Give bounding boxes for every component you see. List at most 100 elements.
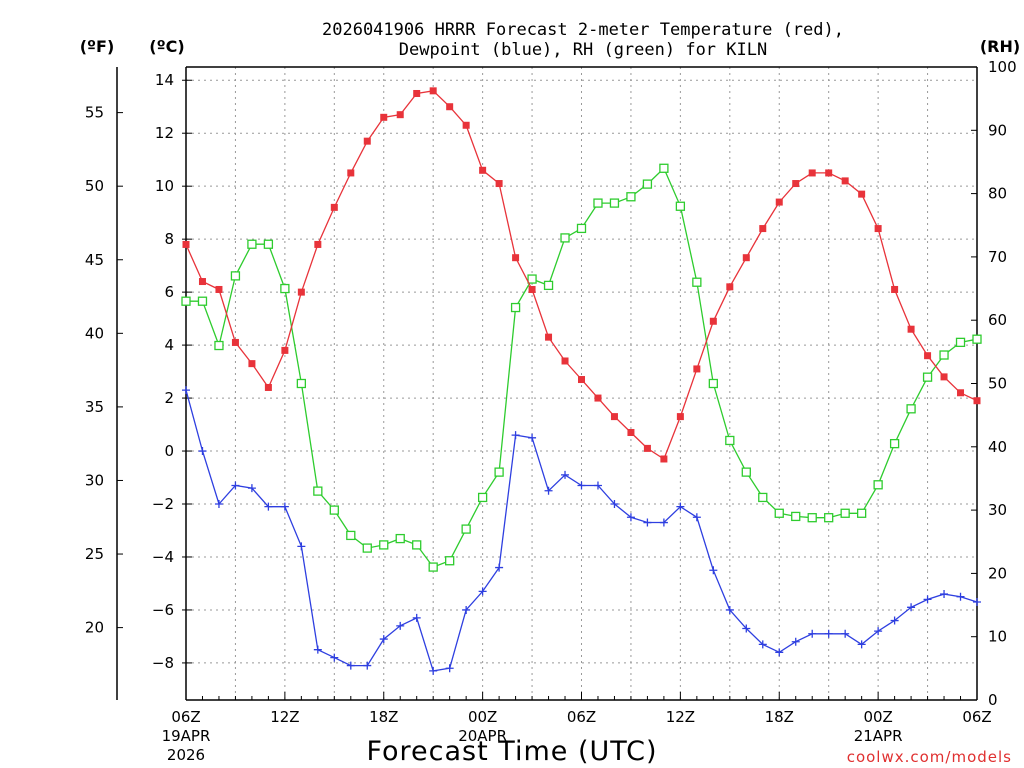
- rh-point: [445, 556, 455, 566]
- dewpoint-point: [775, 648, 784, 657]
- temperature-point: [858, 190, 866, 198]
- rh-series: [181, 163, 982, 572]
- dewpoint-point: [495, 563, 504, 572]
- temperature-point: [775, 198, 783, 206]
- fahrenheit-tick-label: 30: [85, 471, 104, 489]
- dewpoint-point: [824, 629, 833, 638]
- axes: [116, 66, 978, 701]
- dewpoint-series: [182, 386, 981, 675]
- rh-point: [692, 277, 702, 287]
- rh-point: [576, 223, 587, 234]
- dewpoint-point: [379, 635, 388, 644]
- rh-point: [346, 530, 356, 541]
- dewpoint-point: [330, 653, 339, 662]
- fahrenheit-tick-label: 20: [85, 619, 104, 637]
- dewpoint-point: [973, 598, 981, 607]
- rh-point: [840, 508, 850, 518]
- time-tick-label: 00Z: [468, 708, 497, 726]
- dewpoint-point: [725, 605, 734, 614]
- chart-title-line2: Dewpoint (blue), RH (green) for KILN: [399, 40, 767, 60]
- dewpoint-point: [214, 500, 223, 509]
- rh-point: [708, 378, 718, 389]
- temperature-point: [660, 455, 668, 463]
- rh-point: [362, 543, 372, 553]
- celsius-tick-label: −2: [152, 495, 174, 513]
- temperature-point: [314, 240, 322, 248]
- celsius-tick-label: −8: [152, 654, 174, 672]
- dewpoint-point: [182, 386, 190, 395]
- rh-point: [824, 513, 834, 523]
- celsius-tick-label: −4: [152, 548, 174, 566]
- rh-point: [461, 524, 471, 534]
- x-axis-title: Forecast Time (UTC): [366, 736, 657, 767]
- dewpoint-point: [363, 661, 372, 670]
- temperature-point: [940, 373, 948, 381]
- rh-point: [939, 350, 949, 360]
- dewpoint-point: [264, 502, 273, 511]
- rh-point: [560, 233, 570, 243]
- temperature-point: [643, 444, 651, 452]
- temperature-point: [957, 389, 965, 397]
- date-label: 21APR: [854, 727, 903, 745]
- rh-point: [395, 533, 405, 544]
- celsius-tick-label: 4: [164, 336, 174, 354]
- temperature-point: [759, 225, 767, 233]
- rh-point: [477, 492, 488, 503]
- rh-tick-label: 30: [988, 501, 1007, 519]
- temperature-point: [578, 376, 585, 384]
- rh-point: [510, 302, 521, 313]
- celsius-tick-label: 12: [155, 124, 174, 142]
- dewpoint-point: [247, 484, 256, 493]
- temperature-point: [792, 180, 800, 188]
- temperature-point: [495, 180, 503, 188]
- fahrenheit-tick-label: 25: [85, 545, 104, 563]
- dewpoint-point: [742, 624, 751, 633]
- rh-point: [856, 508, 867, 518]
- rh-point: [379, 540, 389, 550]
- dewpoint-point: [841, 629, 850, 638]
- temperature-point: [380, 113, 388, 121]
- rh-point: [774, 508, 784, 518]
- dewpoint-point: [511, 431, 520, 440]
- temperature-point: [248, 360, 256, 368]
- fahrenheit-tick-label: 50: [85, 177, 104, 195]
- temperature-point: [479, 166, 487, 174]
- time-tick-label: 06Z: [171, 708, 200, 726]
- temperature-point: [924, 352, 932, 360]
- rh-point: [527, 274, 537, 284]
- dewpoint-point: [791, 637, 800, 646]
- dewpoint-point: [544, 486, 553, 495]
- temperature-point: [726, 283, 734, 291]
- fahrenheit-unit-label: (ºF): [80, 37, 115, 56]
- rh-tick-label: 40: [988, 438, 1007, 456]
- temperature-point: [198, 278, 206, 286]
- rh-point: [889, 438, 900, 449]
- rh-point: [280, 283, 290, 294]
- dewpoint-point: [429, 666, 438, 675]
- celsius-axis: 14 12 10 8 6 4 2 0 −2 −4 −6 −8: [152, 71, 192, 672]
- rh-point: [609, 198, 620, 208]
- rh-point: [758, 492, 768, 503]
- dewpoint-point: [478, 587, 487, 596]
- temperature-point: [215, 285, 223, 293]
- dewpoint-point: [297, 542, 306, 551]
- rh-tick-label: 70: [988, 248, 1007, 266]
- rh-point: [197, 296, 208, 306]
- temperature-point: [446, 103, 454, 111]
- dewpoint-point: [709, 566, 718, 575]
- celsius-tick-label: 14: [155, 71, 174, 89]
- time-tick-label: 06Z: [962, 708, 991, 726]
- temperature-point: [561, 357, 569, 365]
- rh-tick-label: 80: [988, 185, 1007, 203]
- rh-point: [214, 340, 224, 351]
- temperature-point: [462, 121, 470, 129]
- temperature-point: [429, 87, 437, 95]
- dewpoint-point: [857, 640, 866, 649]
- temperature-point: [396, 111, 404, 119]
- rh-point: [626, 192, 636, 202]
- temperature-point: [347, 169, 355, 177]
- temperature-point: [363, 137, 371, 145]
- rh-point: [593, 198, 603, 208]
- temperature-point: [528, 285, 536, 293]
